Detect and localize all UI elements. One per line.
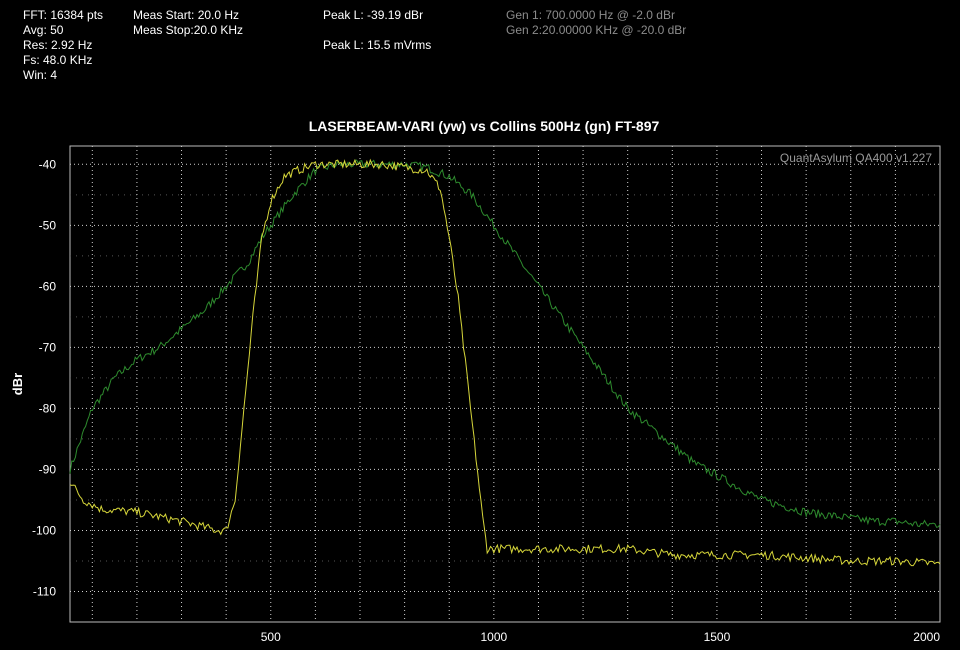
series-line-green: [69, 159, 941, 528]
meas-stop: Meas Stop:20.0 KHz: [133, 23, 244, 37]
peak-vrms: Peak L: 15.5 mVrms: [323, 38, 432, 52]
peak-dbr: Peak L: -39.19 dBr: [323, 8, 424, 22]
sample-rate: Fs: 48.0 KHz: [23, 53, 93, 67]
x-tick-label: 500: [261, 630, 281, 644]
resolution: Res: 2.92 Hz: [23, 38, 93, 52]
gen2: Gen 2:20.00000 KHz @ -20.0 dBr: [506, 23, 687, 37]
plot-frame: [69, 145, 941, 623]
x-tick-labels: 500 1000 1500 2000: [261, 630, 941, 644]
y-tick-label: -40: [39, 157, 57, 171]
generator-settings: Gen 1: 700.0000 Hz @ -2.0 dBr Gen 2:20.0…: [506, 8, 686, 38]
peak-readout: Peak L: -39.19 dBr Peak L: 15.5 mVrms: [323, 8, 431, 53]
y-tick-labels: -40 -50 -60 -70 -80 -90 -100 -110: [32, 157, 56, 598]
x-tick-label: 1500: [704, 630, 731, 644]
chart-title: LASERBEAM-VARI (yw) vs Collins 500Hz (gn…: [309, 118, 660, 134]
watermark: QuantAsylum QA400 v1.227: [780, 151, 932, 165]
grid: [70, 146, 940, 622]
gen1: Gen 1: 700.0000 Hz @ -2.0 dBr: [506, 8, 675, 22]
y-tick-label: -110: [33, 584, 56, 598]
fft-points: FFT: 16384 pts: [23, 8, 104, 22]
y-tick-label: -50: [39, 218, 57, 232]
y-tick-label: -90: [39, 462, 57, 476]
fft-settings: FFT: 16384 pts Avg: 50 Res: 2.92 Hz Fs: …: [23, 8, 103, 83]
y-axis-label: dBr: [10, 373, 25, 395]
y-tick-label: -80: [39, 401, 57, 415]
x-tick-label: 2000: [913, 630, 940, 644]
y-tick-label: -100: [32, 523, 56, 537]
series-line-yellow: [69, 158, 941, 567]
series-group: [69, 158, 941, 567]
avg-count: Avg: 50: [23, 23, 64, 37]
y-tick-label: -60: [39, 279, 57, 293]
x-tick-label: 1000: [480, 630, 507, 644]
y-tick-label: -70: [39, 340, 57, 354]
measurement-range: Meas Start: 20.0 Hz Meas Stop:20.0 KHz: [133, 8, 243, 38]
window-type: Win: 4: [23, 68, 58, 82]
meas-start: Meas Start: 20.0 Hz: [133, 8, 240, 22]
